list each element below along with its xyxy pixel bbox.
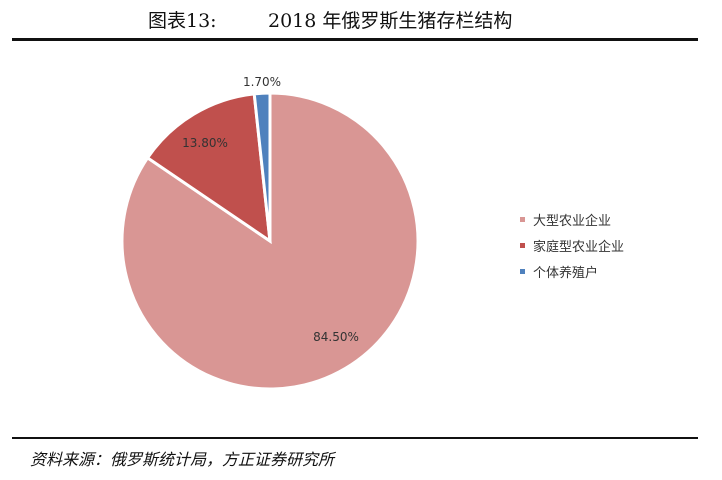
slice-data-label: 13.80% [182, 136, 228, 150]
figure-label: 图表13: [148, 10, 217, 32]
slice-data-label: 1.70% [243, 75, 281, 89]
slice-data-label: 84.50% [313, 330, 359, 344]
top-divider [12, 38, 698, 41]
pie-chart: 84.50% 13.80% 1.70% [120, 75, 420, 391]
legend-swatch [520, 216, 525, 222]
chart-title-bar: 图表13: 2018 年俄罗斯生猪存栏结构 [0, 6, 722, 34]
legend-item: 个体养殖户 [520, 258, 624, 284]
legend-swatch [520, 242, 525, 248]
legend-item: 大型农业企业 [520, 206, 624, 232]
pie-slice [145, 92, 272, 245]
legend-item: 家庭型农业企业 [520, 232, 624, 258]
legend-label: 大型农业企业 [533, 213, 612, 229]
legend-label: 个体养殖户 [533, 265, 599, 281]
pie-chart-area: 84.50% 13.80% 1.70% [0, 41, 722, 437]
chart-title: 2018 年俄罗斯生猪存栏结构 [268, 10, 513, 32]
chart-legend: 大型农业企业 家庭型农业企业 个体养殖户 [520, 206, 624, 284]
legend-swatch [520, 268, 525, 274]
pie-slice [252, 91, 272, 242]
legend-label: 家庭型农业企业 [533, 239, 625, 255]
bottom-divider [12, 437, 698, 439]
source-note: 资料来源：俄罗斯统计局，方正证券研究所 [30, 450, 335, 469]
